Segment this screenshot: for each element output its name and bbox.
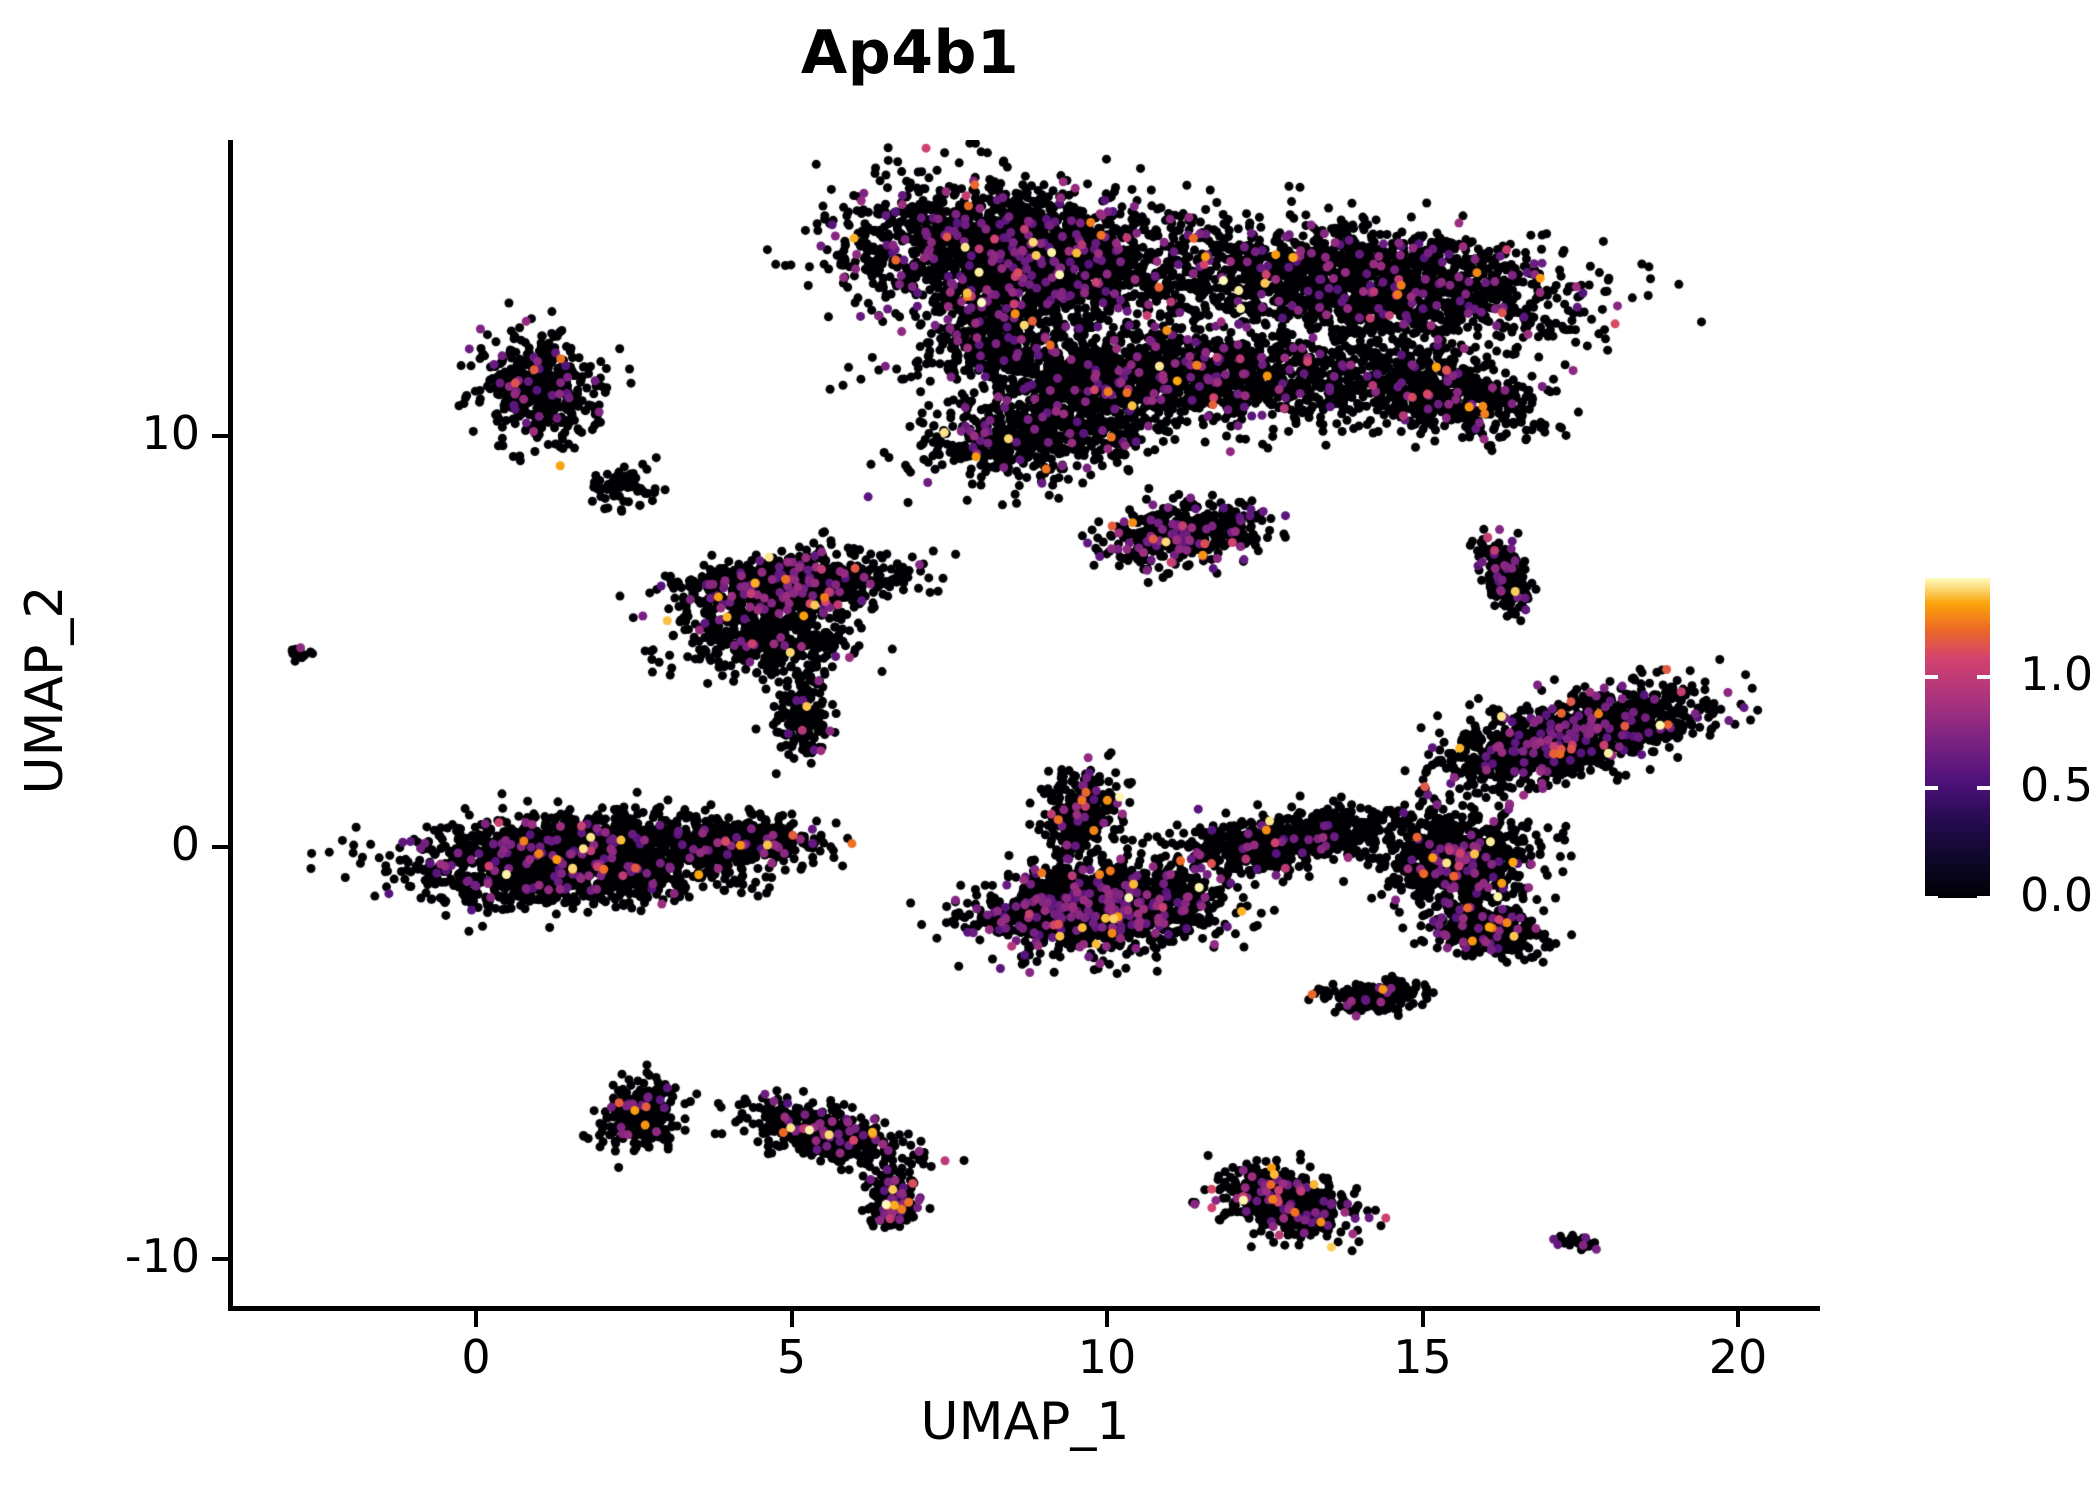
y-tick-label: -10 — [124, 1228, 200, 1283]
x-tick-mark — [789, 1311, 794, 1327]
y-axis-spine — [228, 140, 233, 1311]
colorbar — [1925, 578, 1990, 898]
x-tick-label: 20 — [1708, 1330, 1768, 1384]
y-tick-mark — [212, 845, 228, 850]
x-axis-label: UMAP_1 — [920, 1392, 1130, 1452]
colorbar-tick-label: 1.0 — [2020, 647, 2094, 702]
y-tick-label: 10 — [141, 406, 200, 461]
y-axis-label: UMAP_2 — [15, 585, 75, 795]
colorbar-tick-label: 0.0 — [2020, 868, 2094, 922]
page-title: Ap4b1 — [800, 18, 1020, 88]
x-tick-label: 5 — [776, 1330, 807, 1384]
x-tick-label: 15 — [1393, 1330, 1452, 1384]
scatter-plot-canvas — [230, 140, 1820, 1308]
colorbar-tick-mark — [1925, 896, 1990, 900]
colorbar-gradient — [1925, 578, 1990, 898]
x-tick-mark — [1420, 1311, 1425, 1327]
x-tick-label: 10 — [1077, 1330, 1137, 1384]
plot-axes — [230, 140, 1820, 1308]
x-tick-mark — [474, 1311, 479, 1327]
colorbar-tick-label: 0.5 — [2020, 757, 2094, 812]
x-tick-mark — [1105, 1311, 1110, 1327]
colorbar-tick-mark — [1925, 785, 1990, 790]
colorbar-tick-mark — [1925, 675, 1990, 680]
x-axis-spine — [228, 1306, 1820, 1311]
y-tick-mark — [212, 1256, 228, 1261]
y-tick-label: 0 — [170, 817, 200, 872]
y-tick-mark — [212, 434, 228, 439]
x-tick-mark — [1735, 1311, 1740, 1327]
x-tick-label: 0 — [461, 1330, 491, 1384]
